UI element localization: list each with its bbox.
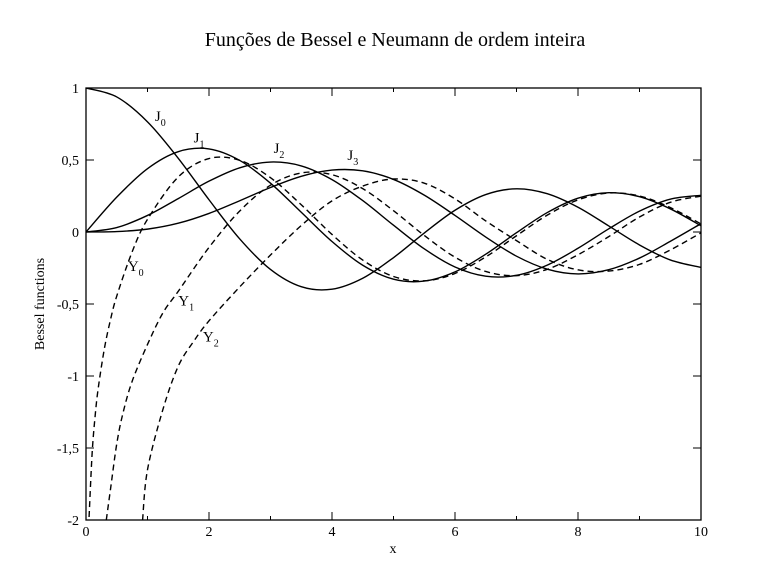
series-labels: J0 J1 J2 J3 Y0 Y1 Y2 [128, 109, 358, 349]
series-line-y2 [141, 178, 701, 520]
series-label-y0: Y0 [128, 259, 144, 279]
series-label-j2: J2 [274, 141, 285, 161]
y-tick-label: -0,5 [57, 298, 79, 313]
y-tick-label: -1,5 [57, 442, 79, 457]
series-label-y2: Y2 [203, 329, 219, 349]
x-tick-label: 2 [206, 525, 213, 540]
x-axis-title: x [390, 542, 397, 557]
x-tick-label: 8 [575, 525, 582, 540]
series-label-y1: Y1 [178, 293, 194, 313]
chart-title: Funções de Bessel e Neumann de ordem int… [205, 29, 586, 51]
series-line-j1 [86, 147, 701, 283]
ticks: 0 2 4 6 8 10 -2 -1,5 -1 -0,5 0 0,5 1 [57, 82, 708, 540]
curves [86, 88, 701, 520]
y-tick-label: -1 [67, 370, 79, 385]
series-label-j0: J0 [155, 109, 166, 129]
series-line-y0 [88, 156, 701, 518]
y-tick-label: 0,5 [62, 154, 80, 169]
series-label-j1: J1 [194, 131, 205, 151]
x-tick-label: 10 [694, 525, 708, 540]
y-tick-label: 1 [72, 82, 79, 97]
x-tick-label: 4 [329, 525, 336, 540]
y-tick-label: 0 [72, 226, 79, 241]
y-tick-label: -2 [67, 514, 79, 529]
series-label-j3: J3 [347, 148, 358, 168]
series-line-j0 [86, 88, 701, 291]
y-axis-title: Bessel functions [33, 258, 48, 350]
x-tick-label: 6 [452, 525, 459, 540]
series-line-y1 [105, 171, 701, 520]
x-tick-label: 0 [83, 525, 90, 540]
series-line-j2 [86, 161, 701, 278]
